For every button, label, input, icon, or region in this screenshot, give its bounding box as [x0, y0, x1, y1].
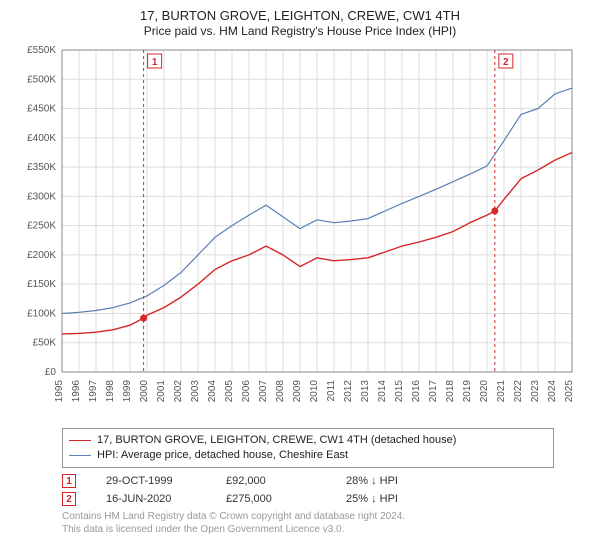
svg-text:£500K: £500K [27, 74, 56, 85]
svg-text:2018: 2018 [445, 379, 456, 402]
legend-label-1: 17, BURTON GROVE, LEIGHTON, CREWE, CW1 4… [97, 433, 456, 448]
svg-text:2024: 2024 [547, 379, 558, 402]
svg-text:£250K: £250K [27, 220, 56, 231]
svg-text:1: 1 [152, 57, 158, 68]
svg-text:2014: 2014 [377, 379, 388, 402]
svg-text:2017: 2017 [428, 379, 439, 402]
legend-swatch-1 [69, 440, 91, 441]
page: 17, BURTON GROVE, LEIGHTON, CREWE, CW1 4… [0, 0, 600, 560]
marker-delta-1: 28% ↓ HPI [346, 475, 436, 487]
svg-text:£0: £0 [45, 367, 57, 378]
chart-area: £0 £50K £100K £150K £200K £250K £300K £350K £400… [12, 42, 588, 422]
svg-text:2019: 2019 [462, 379, 473, 402]
svg-text:1995: 1995 [54, 379, 65, 402]
svg-text:1999: 1999 [122, 379, 133, 402]
svg-text:£400K: £400K [27, 132, 56, 143]
svg-text:£100K: £100K [27, 308, 56, 319]
svg-text:2000: 2000 [139, 379, 150, 402]
markers-table: 1 29-OCT-1999 £92,000 28% ↓ HPI 2 16-JUN… [62, 472, 554, 508]
svg-text:2015: 2015 [394, 379, 405, 402]
legend: 17, BURTON GROVE, LEIGHTON, CREWE, CW1 4… [62, 428, 554, 469]
svg-text:2002: 2002 [173, 379, 184, 402]
marker-date-2: 16-JUN-2020 [106, 493, 196, 505]
marker-price-2: £275,000 [226, 493, 316, 505]
svg-text:2005: 2005 [224, 379, 235, 402]
svg-text:2022: 2022 [513, 379, 524, 402]
marker-badge-2: 2 [62, 492, 76, 506]
svg-text:£50K: £50K [33, 337, 57, 348]
footer-line-1: Contains HM Land Registry data © Crown c… [62, 510, 554, 523]
marker-date-1: 29-OCT-1999 [106, 475, 196, 487]
svg-text:£550K: £550K [27, 45, 56, 56]
svg-text:2010: 2010 [309, 379, 320, 402]
chart-subtitle: Price paid vs. HM Land Registry's House … [12, 24, 588, 38]
svg-text:1998: 1998 [105, 379, 116, 402]
chart-title: 17, BURTON GROVE, LEIGHTON, CREWE, CW1 4… [12, 8, 588, 24]
svg-text:£200K: £200K [27, 250, 56, 261]
footer: Contains HM Land Registry data © Crown c… [62, 510, 554, 536]
svg-text:2004: 2004 [207, 379, 218, 402]
svg-text:2008: 2008 [275, 379, 286, 402]
svg-text:£300K: £300K [27, 191, 56, 202]
legend-row: HPI: Average price, detached house, Ches… [69, 448, 547, 463]
svg-text:£350K: £350K [27, 162, 56, 173]
legend-label-2: HPI: Average price, detached house, Ches… [97, 448, 348, 463]
marker-badge-1: 1 [62, 474, 76, 488]
svg-text:2003: 2003 [190, 379, 201, 402]
svg-text:2011: 2011 [326, 379, 337, 401]
svg-text:2013: 2013 [360, 379, 371, 402]
marker-delta-2: 25% ↓ HPI [346, 493, 436, 505]
svg-text:1996: 1996 [71, 379, 82, 402]
markers-row: 1 29-OCT-1999 £92,000 28% ↓ HPI [62, 472, 554, 490]
svg-text:2021: 2021 [496, 379, 507, 402]
svg-text:2025: 2025 [564, 379, 575, 402]
svg-text:£450K: £450K [27, 103, 56, 114]
footer-line-2: This data is licensed under the Open Gov… [62, 523, 554, 536]
svg-text:2009: 2009 [292, 379, 303, 402]
svg-text:2016: 2016 [411, 379, 422, 402]
line-chart: £0 £50K £100K £150K £200K £250K £300K £350K £400… [12, 42, 588, 422]
legend-row: 17, BURTON GROVE, LEIGHTON, CREWE, CW1 4… [69, 433, 547, 448]
marker-price-1: £92,000 [226, 475, 316, 487]
legend-swatch-2 [69, 455, 91, 456]
svg-text:2012: 2012 [343, 379, 354, 402]
svg-text:1997: 1997 [88, 379, 99, 402]
markers-row: 2 16-JUN-2020 £275,000 25% ↓ HPI [62, 490, 554, 508]
svg-text:2007: 2007 [258, 379, 269, 402]
svg-text:£150K: £150K [27, 279, 56, 290]
svg-text:2020: 2020 [479, 379, 490, 402]
svg-text:2: 2 [503, 57, 509, 68]
svg-text:2001: 2001 [156, 379, 167, 402]
svg-text:2023: 2023 [530, 379, 541, 402]
svg-text:2006: 2006 [241, 379, 252, 402]
